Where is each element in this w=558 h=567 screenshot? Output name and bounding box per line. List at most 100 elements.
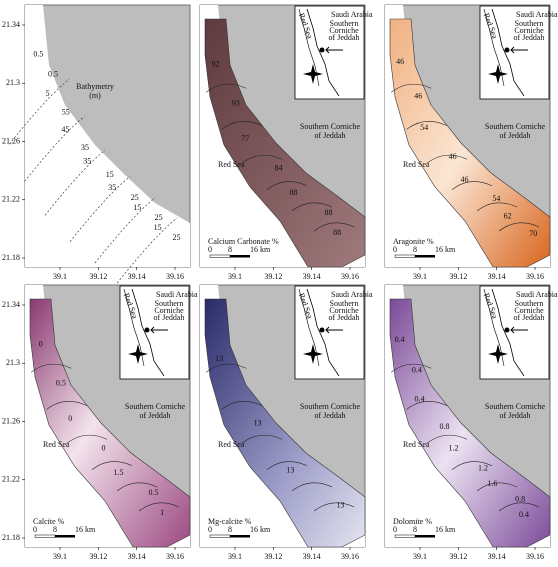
contour-label: 88 [325,208,333,217]
contour-line [476,482,518,492]
scale-bar [394,254,416,258]
inset-area: Southern [155,299,184,308]
x-tick-label: 39.1 [413,272,427,281]
y-tick-label: 21.34 [2,300,20,309]
contour-label: 88 [290,188,298,197]
contour-label: 54 [492,194,500,203]
contour-label: 0.8 [515,494,525,503]
panel-title: (m) [89,91,101,100]
scale-bar [230,535,250,538]
study-area [204,298,366,548]
x-tick-label: 39.14 [488,272,506,281]
contour-label: 13 [336,500,344,509]
scale-label: 0 [208,525,212,534]
x-tick-label: 39.16 [341,552,359,561]
inset-coast [306,288,340,377]
y-tick-label: 21.22 [2,195,20,204]
x-tick-label: 39.1 [228,272,242,281]
area-label: of Jeddah [315,131,346,140]
area-label: Southern Corniche [485,122,546,131]
contour-line [221,121,262,130]
contour-label: 1.2 [449,443,459,452]
inset-area: of Jeddah [514,33,545,42]
x-tick-label: 39.1 [413,552,427,561]
site-marker [504,327,510,333]
contour-label: 5 [46,89,50,98]
contour-line [66,434,108,444]
inset-country: Saudi Arabia [331,290,373,299]
compass [488,64,508,84]
contour-label: 0.4 [519,510,529,519]
panel-title: Dolomite % [393,517,432,526]
inset-arrow [510,326,528,334]
contour-label: 0.5 [149,488,159,497]
contour-label: 77 [241,134,249,143]
contour-line [406,121,447,130]
contour-label: 0.4 [412,366,422,375]
compass [303,64,323,84]
inset-frame [294,285,365,380]
contour-line [206,363,247,373]
area-label: Southern Corniche [485,402,546,411]
contour-line [46,401,87,410]
area-label: of Jeddah [500,411,531,420]
study-area [204,18,366,268]
contour-label: 46 [414,91,422,100]
area-label: Southern Corniche [300,122,361,131]
inset-area: of Jeddah [329,33,360,42]
contour-label: 1 [160,508,164,517]
inset-frame [479,5,550,100]
y-tick-label: 21.34 [2,20,20,29]
panel-title: Calcite % [33,517,65,526]
contour-line [9,79,70,145]
compass [488,344,508,364]
contour-line [91,461,133,470]
panel-title: Calcium Carbonate % [208,237,279,246]
map-panel: 13 13 13 13 Mg-calcite % Red Sea Southern Corn… [199,284,373,561]
scale-label: 0 [208,245,212,254]
area-label: Southern Corniche [125,402,186,411]
contour-line [241,154,283,164]
inset-arrow [325,46,343,54]
compass [128,344,148,364]
scale-label: 0 [393,245,397,254]
scale-label: 16 km [435,245,456,254]
scale-label: 8 [53,525,57,534]
contour-label: 0 [68,414,72,423]
contour-line [391,363,432,373]
compass [303,344,323,364]
area-label: of Jeddah [140,411,171,420]
scale-bar [415,255,435,258]
contour-label: 35 [108,183,116,192]
inset-country: Saudi Arabia [516,290,558,299]
contour-label: 13 [215,354,223,363]
scale-bar [34,534,56,538]
contour-line [451,181,493,190]
scale-label: 8 [228,245,232,254]
contour-line [291,202,333,212]
sea-label: Red Sea [43,440,70,449]
contour-label: 0.4 [415,394,425,403]
panel-title: Mg-calcite % [208,517,252,526]
y-tick-label: 21.26 [2,416,20,425]
contour-label: 92 [212,59,220,68]
contour-label: 46 [460,175,468,184]
contour-label: 70 [529,229,537,238]
panel-title: Bathymetry [76,82,114,91]
scale-label: 16 km [435,525,456,534]
contour-label: 25 [173,233,181,242]
inset-area: Southern [515,19,544,28]
contour-label: 1.6 [487,479,497,488]
sea-label: Red Sea [218,440,245,449]
site-marker [504,47,510,53]
contour-line [266,181,308,190]
contour-label: 88 [333,228,341,237]
area-label: of Jeddah [500,131,531,140]
x-tick-label: 39.12 [264,552,282,561]
inset-area: Corniche [329,26,359,35]
contour-line [476,202,518,212]
